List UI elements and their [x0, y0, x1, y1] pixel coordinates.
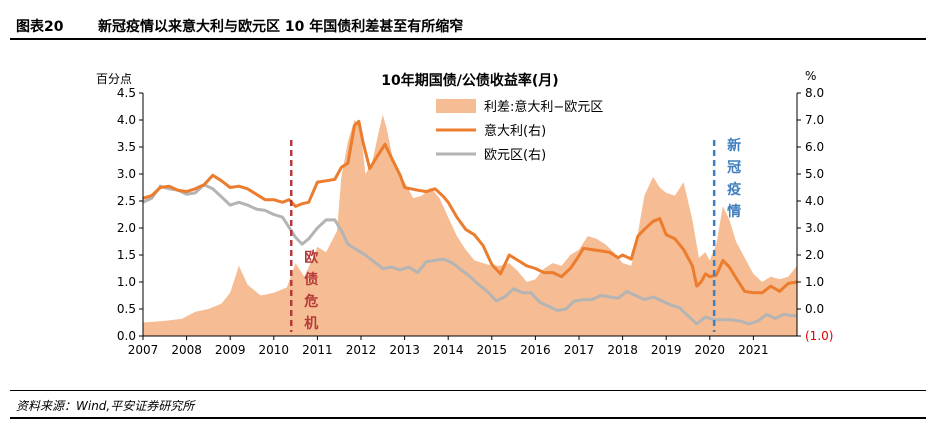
x-tick-label: 2017 — [564, 343, 595, 357]
right-tick-label: 1.0 — [805, 275, 824, 289]
left-tick-label: 0.5 — [117, 302, 136, 316]
x-tick-label: 2011 — [302, 343, 333, 357]
right-tick-label: (1.0) — [805, 329, 833, 343]
figure-header: 图表20 新冠疫情以来意大利与欧元区 10 年国债利差甚至有所缩窄 — [10, 12, 926, 40]
x-tick-label: 2009 — [215, 343, 246, 357]
right-axis-unit: % — [805, 69, 816, 83]
x-tick-label: 2019 — [651, 343, 682, 357]
chart-title: 10年期国债/公债收益率(月) — [381, 72, 558, 89]
annotation-label-char: 情 — [727, 203, 741, 220]
annotation-label-char: 新 — [727, 137, 741, 154]
chart: 10年期国债/公债收益率(月) 百分点 % 0.0 0.5 1.0 1.5 2.0 2.5 3.0… — [96, 69, 833, 357]
right-tick-label: 3.0 — [805, 221, 824, 235]
x-tick-label: 2014 — [433, 343, 464, 357]
legend-swatch-spread — [436, 99, 476, 113]
annotation-label-char: 疫 — [727, 181, 741, 198]
right-tick-label: 4.0 — [805, 194, 824, 208]
x-tick-label: 2016 — [520, 343, 551, 357]
x-tick-label: 2008 — [171, 343, 202, 357]
left-tick-label: 4.0 — [117, 113, 136, 127]
left-tick-label: 2.5 — [117, 194, 136, 208]
annotation-label-char: 债 — [304, 271, 318, 288]
x-tick-label: 2020 — [695, 343, 726, 357]
figure-footer: 资料来源：Wind,平安证券研究所 — [10, 390, 926, 419]
annotation-label-char: 欧 — [304, 249, 318, 266]
x-tick-label: 2010 — [259, 343, 290, 357]
right-tick-label: 0.0 — [805, 302, 824, 316]
right-tick-label: 7.0 — [805, 113, 824, 127]
x-tick-label: 2021 — [738, 343, 769, 357]
italy-line — [142, 119, 798, 295]
annotation-label-char: 机 — [304, 315, 318, 332]
legend-label-euro: 欧元区(右) — [484, 148, 546, 163]
x-tick-label: 2013 — [389, 343, 420, 357]
figure-number: 图表20 — [16, 19, 64, 35]
right-tick-label: 6.0 — [805, 140, 824, 154]
annotation-label-char: 危 — [303, 293, 318, 310]
left-tick-label: 2.0 — [117, 221, 136, 235]
left-tick-label: 1.5 — [117, 248, 136, 262]
legend-label-italy: 意大利(右) — [484, 123, 546, 139]
x-tick-label: 2012 — [346, 343, 377, 357]
left-tick-label: 1.0 — [117, 275, 136, 289]
x-tick-label: 2007 — [128, 343, 159, 357]
left-tick-label: 3.0 — [117, 167, 136, 181]
spread-area — [143, 114, 797, 336]
left-tick-label: 0.0 — [117, 329, 136, 343]
right-tick-label: 8.0 — [805, 86, 824, 100]
right-tick-label: 2.0 — [805, 248, 824, 262]
left-tick-label: 4.5 — [117, 86, 136, 100]
x-tick-label: 2015 — [477, 343, 508, 357]
left-tick-label: 3.5 — [117, 140, 136, 154]
left-axis-unit: 百分点 — [96, 72, 132, 86]
euro-line — [142, 183, 797, 326]
source-note: 资料来源：Wind,平安证券研究所 — [16, 399, 195, 413]
right-tick-label: 5.0 — [805, 167, 824, 181]
legend-label-spread: 利差:意大利−欧元区 — [484, 99, 603, 115]
x-tick-label: 2018 — [607, 343, 638, 357]
figure-title: 新冠疫情以来意大利与欧元区 10 年国债利差甚至有所缩窄 — [98, 19, 464, 35]
annotation-label-char: 冠 — [727, 160, 741, 176]
